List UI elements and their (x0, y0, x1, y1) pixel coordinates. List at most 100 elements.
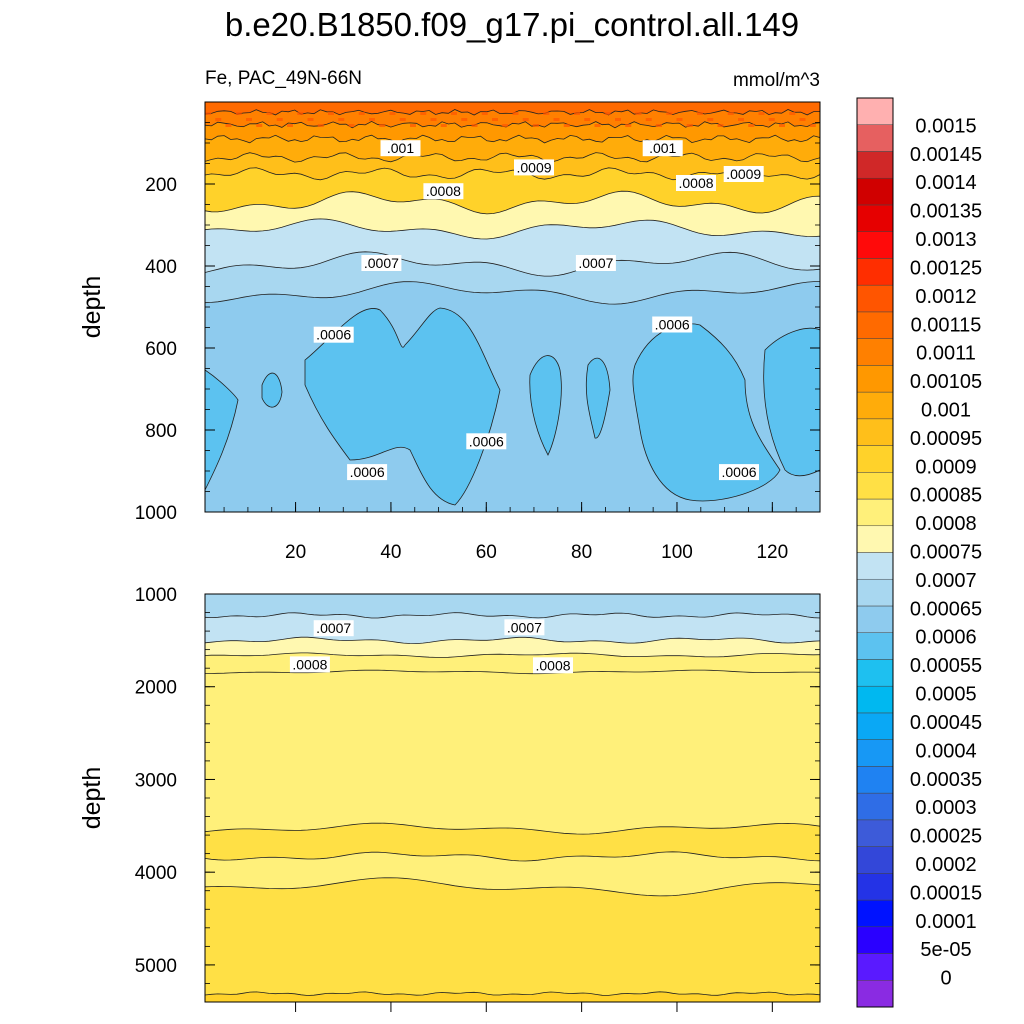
contour-label-box (676, 175, 716, 191)
contour-band (430, 118, 437, 121)
contour-band (328, 112, 334, 115)
colorbar-label: 0.0007 (915, 570, 976, 592)
colorbar-label: 0.00035 (910, 769, 982, 791)
colorbar-swatch (856, 980, 894, 1008)
contour-band (205, 594, 820, 618)
contour-band (399, 118, 406, 121)
colorbar-label: 0.0003 (915, 797, 976, 819)
contour-band (779, 124, 785, 127)
contour-line (205, 991, 820, 996)
contour-label: .0008 (289, 656, 330, 673)
contour-band (512, 112, 519, 115)
colorbar-label: 0.00135 (910, 201, 982, 223)
contour-band (276, 118, 283, 121)
contour-label-text: .001 (649, 140, 676, 156)
colorbar-label: 0.00085 (910, 485, 982, 507)
contour-band (461, 118, 468, 121)
colorbar-label: 0.00065 (910, 598, 982, 620)
contour-label: .0008 (423, 183, 464, 200)
x-tick-label: 20 (285, 542, 306, 563)
contour-label: .0006 (313, 326, 354, 343)
colorbar-swatch (856, 445, 894, 473)
contour-label-text: .0009 (516, 159, 551, 175)
contour-band (256, 124, 263, 127)
contour-label-text: .0008 (535, 657, 570, 673)
contour-line (205, 120, 820, 129)
colorbar-swatch (856, 418, 894, 446)
colorbar-swatch (856, 685, 894, 714)
contour-band (358, 112, 365, 115)
y-tick-label: 600 (145, 339, 177, 360)
contour-label-box (723, 166, 764, 182)
contour-band (574, 112, 580, 115)
y-tick-label: 2000 (135, 678, 177, 699)
contour-band (758, 112, 765, 115)
lower-contour-fill (205, 594, 820, 1002)
contour-band (389, 112, 396, 115)
colorbar-label: 0.00025 (910, 826, 982, 848)
y-tick-label: 5000 (135, 956, 177, 977)
contour-band (748, 124, 755, 127)
contour-band (563, 124, 570, 127)
colorbar-swatch (856, 712, 894, 740)
colorbar-label: 0 (940, 968, 951, 990)
contour-band (585, 357, 611, 439)
contour-band (529, 355, 562, 456)
colorbar-swatch (856, 899, 894, 928)
contour-band (707, 118, 714, 121)
colorbar-label: 0.0004 (915, 740, 976, 762)
contour-band (738, 118, 744, 121)
colorbar-label: 0.00045 (910, 712, 982, 734)
contour-band (533, 124, 539, 127)
contour-label: .0008 (676, 175, 716, 191)
contour-band (789, 112, 796, 115)
colorbar-swatch (856, 632, 894, 660)
contour-line (205, 281, 820, 305)
colorbar-label: 0.0011 (916, 343, 976, 365)
contour-band (287, 124, 293, 127)
colorbar: 0.0015 0.00145 0.0014 0.00135 0.0013 0.00125 0… (856, 97, 982, 1008)
contour-label: .001 (642, 140, 683, 157)
contour-line (205, 822, 820, 835)
contour-band (697, 112, 703, 115)
colorbar-swatch (856, 792, 894, 821)
contour-label: .0007 (504, 619, 545, 636)
lower-y-axis-label: depth (78, 767, 106, 830)
contour-band (543, 112, 550, 115)
variable-region-label: Fe, PAC_49N-66N (205, 68, 362, 89)
contour-label: .0006 (652, 316, 693, 333)
contour-band (666, 112, 673, 115)
contour-label-box (652, 316, 693, 333)
contour-label-box (575, 255, 616, 271)
contour-band (625, 124, 632, 127)
colorbar-label: 0.0002 (915, 854, 976, 876)
colorbar-swatch (856, 365, 894, 393)
x-tick-label: 60 (476, 542, 497, 563)
colorbar-label: 0.0012 (915, 286, 976, 308)
contour-band (261, 372, 283, 408)
contour-label: .0007 (361, 255, 402, 271)
colorbar-swatch (856, 204, 894, 232)
x-tick-label: 100 (661, 542, 693, 563)
colorbar-swatch (856, 846, 894, 874)
contour-band (205, 369, 239, 491)
colorbar-swatch (856, 177, 894, 206)
y-tick-label: 4000 (135, 863, 177, 884)
contour-label-text: .0008 (292, 656, 327, 672)
contour-label-box (361, 255, 402, 271)
colorbar-label: 0.0013 (915, 229, 976, 251)
contour-band (205, 851, 820, 896)
contour-label-text: .0006 (655, 317, 690, 333)
colorbar-swatch (856, 766, 894, 794)
contour-band (604, 112, 611, 115)
contour-band (205, 121, 820, 143)
contour-label-box (514, 159, 554, 176)
contour-label-box (466, 433, 507, 450)
colorbar-label: 0.00125 (910, 257, 982, 279)
contour-band (338, 118, 345, 121)
contour-label-text: .0007 (316, 620, 351, 636)
colorbar-swatch (856, 472, 894, 500)
contour-band (420, 112, 427, 115)
colorbar-swatch (856, 659, 894, 687)
contour-label-box (347, 464, 388, 481)
